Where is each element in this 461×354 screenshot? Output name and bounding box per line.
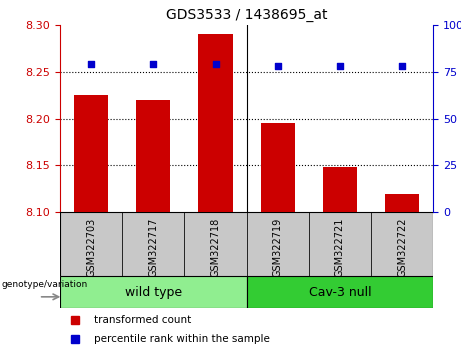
Point bbox=[212, 61, 219, 67]
Text: percentile rank within the sample: percentile rank within the sample bbox=[94, 333, 269, 344]
Text: genotype/variation: genotype/variation bbox=[1, 280, 88, 289]
Bar bbox=[60, 276, 247, 308]
Point bbox=[398, 63, 406, 69]
Bar bbox=[247, 212, 309, 276]
Point bbox=[149, 61, 157, 67]
Text: GSM322721: GSM322721 bbox=[335, 217, 345, 277]
Text: GSM322703: GSM322703 bbox=[86, 217, 96, 277]
Bar bbox=[122, 212, 184, 276]
Point bbox=[88, 61, 95, 67]
Bar bbox=[60, 212, 122, 276]
Bar bbox=[323, 167, 357, 212]
Bar bbox=[247, 276, 433, 308]
Bar bbox=[136, 100, 171, 212]
Text: GSM322717: GSM322717 bbox=[148, 217, 158, 277]
Text: GSM322722: GSM322722 bbox=[397, 217, 407, 277]
Bar bbox=[385, 194, 420, 212]
Bar bbox=[198, 34, 233, 212]
Bar bbox=[371, 212, 433, 276]
Point bbox=[336, 63, 343, 69]
Text: wild type: wild type bbox=[125, 286, 182, 298]
Bar bbox=[184, 212, 247, 276]
Bar bbox=[74, 95, 108, 212]
Bar bbox=[309, 212, 371, 276]
Text: GSM322718: GSM322718 bbox=[211, 217, 220, 277]
Point bbox=[274, 63, 281, 69]
Text: transformed count: transformed count bbox=[94, 315, 191, 325]
Text: Cav-3 null: Cav-3 null bbox=[309, 286, 371, 298]
Text: GSM322719: GSM322719 bbox=[273, 217, 283, 277]
Bar bbox=[260, 123, 295, 212]
Title: GDS3533 / 1438695_at: GDS3533 / 1438695_at bbox=[166, 8, 327, 22]
